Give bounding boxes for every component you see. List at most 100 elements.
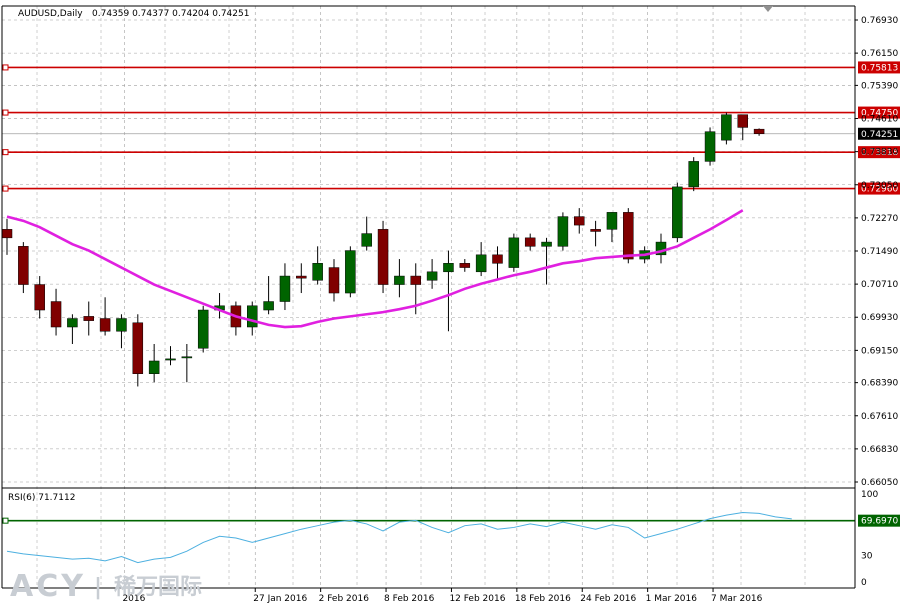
- price-tick-label: 0.67610: [861, 412, 898, 422]
- candle-body: [279, 275, 291, 302]
- moving-average: [6, 209, 744, 329]
- level-label-bg: [858, 61, 900, 74]
- grid: [2, 6, 855, 588]
- level-label: 0.73818: [861, 148, 898, 158]
- candle-body: [361, 233, 372, 247]
- candle-body: [67, 318, 78, 328]
- price-tick-label: 0.69930: [861, 313, 898, 323]
- candle-body: [672, 186, 683, 239]
- candle-body: [541, 241, 552, 247]
- candle-body: [132, 322, 144, 374]
- candle-body: [116, 318, 127, 332]
- candle-body: [590, 229, 601, 232]
- price-tick-label: 0.76150: [861, 49, 898, 59]
- rsi-level-handle: [2, 517, 9, 524]
- candle-body: [34, 284, 45, 311]
- watermark-cn: 稀万国际: [114, 574, 202, 600]
- chart-shift-icon[interactable]: [763, 6, 773, 12]
- price-tick-label: 0.73830: [861, 148, 898, 158]
- candle-body: [165, 358, 176, 361]
- watermark-separator: |: [94, 575, 102, 600]
- date-tick-label: 18 Feb 2016: [515, 594, 571, 604]
- price-tick-label: 0.75390: [861, 81, 898, 91]
- candle-body: [181, 356, 193, 359]
- candle-body: [148, 360, 160, 374]
- level-handle: [2, 109, 9, 116]
- candle-body: [508, 237, 520, 268]
- candle-body: [377, 229, 389, 285]
- level-handle: [2, 149, 9, 156]
- date-tick-label: 27 Jan 2016: [253, 594, 307, 604]
- price-tick-label: 0.69150: [861, 346, 898, 356]
- level-label: 0.72960: [861, 185, 898, 195]
- level-label-bg: [858, 146, 900, 159]
- horizontal-lines: 0.75813 0.74750 0.73818 0.72960 0.74251: [2, 61, 900, 195]
- candle-body: [247, 305, 258, 328]
- candle-body: [704, 131, 716, 162]
- ohlc-header: 0.74359 0.74377 0.74204 0.74251: [92, 9, 249, 19]
- candle-body: [753, 128, 765, 135]
- candle-body: [606, 212, 618, 230]
- price-tick-label: 0.76930: [861, 16, 898, 26]
- candle-body: [312, 263, 323, 281]
- date-tick-label: 2016: [122, 594, 145, 604]
- rsi-line: [6, 511, 792, 564]
- price-tick-label: 0.73050: [861, 181, 898, 191]
- candle-body: [459, 263, 471, 268]
- level-label-bg: [858, 106, 900, 119]
- level-handle: [2, 64, 9, 71]
- level-handle: [2, 185, 9, 192]
- current-price-bg: [858, 127, 900, 140]
- rsi-panel: 69.6970 100 30 0: [2, 490, 900, 588]
- ma-line: [6, 209, 744, 329]
- watermark: ACY | 稀万国际: [10, 569, 202, 604]
- candle-body: [492, 254, 503, 264]
- candle-body: [655, 241, 667, 256]
- candle-body: [557, 216, 569, 247]
- candle-body: [345, 250, 356, 294]
- watermark-brand: ACY: [10, 569, 86, 604]
- candle-body: [688, 161, 699, 188]
- candle-body: [524, 237, 536, 247]
- axes: 0.76930 0.76150 0.75390 0.74610 0.73830 0.730…: [1, 5, 898, 604]
- date-tick-label: 2 Feb 2016: [319, 594, 370, 604]
- candle-body: [1, 229, 13, 239]
- level-label-bg: [858, 182, 900, 195]
- date-tick-label: 12 Feb 2016: [449, 594, 505, 604]
- candle-body: [737, 114, 748, 128]
- price-tick-label: 0.72270: [861, 214, 898, 224]
- date-tick-label: 1 Mar 2016: [646, 594, 698, 604]
- candle-body: [328, 267, 340, 294]
- date-tick-label: 7 Mar 2016: [711, 594, 763, 604]
- level-label: 0.74750: [861, 109, 898, 119]
- rsi-level-label: 69.6970: [861, 517, 898, 527]
- date-tick-label: 8 Feb 2016: [384, 594, 435, 604]
- candle-body: [475, 254, 487, 273]
- price-tick-label: 0.71490: [861, 247, 898, 257]
- symbol-title: AUDUSD,Daily: [18, 9, 83, 19]
- current-price-label: 0.74251: [861, 130, 898, 140]
- level-label: 0.75813: [861, 63, 898, 73]
- candle-body: [426, 271, 438, 281]
- price-tick-label: 0.66050: [861, 478, 898, 488]
- candle-body: [50, 301, 62, 328]
- price-tick-label: 0.68390: [861, 379, 898, 389]
- candle-body: [83, 316, 94, 321]
- rsi-tick-label: 100: [861, 490, 878, 500]
- candle-body: [197, 309, 209, 349]
- candle-body: [623, 212, 634, 260]
- candle-body: [394, 275, 405, 285]
- candle-body: [721, 114, 732, 141]
- candle-body: [443, 263, 454, 273]
- date-tick-label: 24 Feb 2016: [580, 594, 636, 604]
- candle-body: [18, 246, 29, 285]
- candle-body: [296, 275, 307, 279]
- candle-body: [99, 318, 111, 332]
- rsi-tick-label: 30: [861, 552, 873, 562]
- candle-body: [410, 275, 421, 285]
- candle-body: [574, 216, 585, 226]
- price-tick-label: 0.74610: [861, 115, 898, 125]
- rsi-title: RSI(6) 71.7112: [8, 493, 75, 503]
